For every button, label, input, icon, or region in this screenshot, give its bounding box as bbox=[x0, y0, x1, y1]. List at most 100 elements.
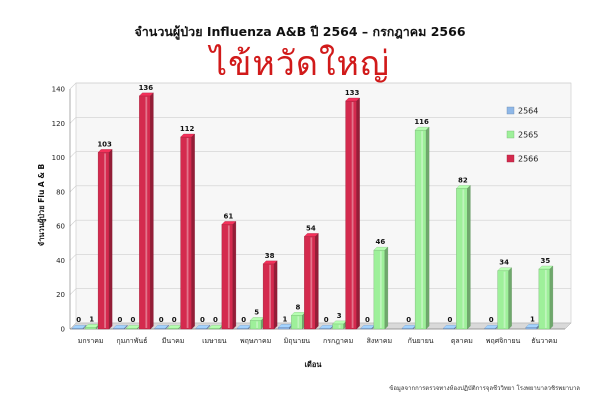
chart-subtitle: ไข้หวัดใหญ่ bbox=[210, 44, 390, 84]
bar-side bbox=[82, 324, 87, 330]
bar-side bbox=[191, 133, 195, 330]
bar-front bbox=[414, 129, 427, 330]
data-label-2564-8: 0 bbox=[365, 316, 370, 324]
bar-front bbox=[332, 323, 344, 330]
bar-2565-7 bbox=[332, 320, 347, 330]
chart-title: จำนวนผู้ป่วย Influenza A&B ปี 2564 – กรก… bbox=[134, 24, 466, 39]
bar-highlight bbox=[297, 316, 300, 328]
bar-side bbox=[356, 97, 360, 330]
bar-front bbox=[497, 270, 509, 330]
y-tick-label: 100 bbox=[52, 154, 65, 162]
bar-front bbox=[97, 152, 110, 330]
bar-highlight bbox=[379, 251, 382, 328]
bar-front bbox=[373, 249, 386, 330]
bar-2564-4 bbox=[195, 324, 211, 330]
x-tick-label: ธันวาคม bbox=[531, 337, 557, 345]
bar-2565-12 bbox=[538, 265, 554, 330]
bar-side bbox=[124, 324, 128, 330]
legend-swatch-2565 bbox=[506, 130, 515, 139]
bar-2564-1 bbox=[71, 324, 87, 330]
x-axis-label: เดือน bbox=[304, 360, 322, 369]
legend-swatch-2566 bbox=[506, 154, 515, 163]
bar-highlight bbox=[104, 153, 106, 328]
bar-front bbox=[304, 236, 316, 330]
bar-highlight bbox=[186, 138, 189, 328]
bar-side bbox=[165, 324, 169, 330]
data-label-2565-4: 0 bbox=[213, 316, 218, 324]
bar-side bbox=[467, 185, 471, 330]
y-tick-label: 40 bbox=[56, 257, 65, 265]
bar-2564-2 bbox=[113, 324, 128, 330]
bar-front bbox=[180, 136, 192, 330]
bar-highlight bbox=[269, 264, 271, 328]
bar-2566-2 bbox=[139, 92, 154, 330]
x-tick-label: กันยายน bbox=[408, 337, 434, 345]
gridline-side bbox=[69, 219, 77, 227]
data-label-2564-2: 0 bbox=[117, 316, 122, 324]
legend-label-2564: 2564 bbox=[518, 107, 538, 116]
bar-highlight bbox=[462, 189, 465, 328]
bar-side bbox=[549, 265, 554, 330]
bar-side bbox=[150, 92, 154, 330]
data-label-2565-5: 5 bbox=[254, 308, 259, 316]
bar-front bbox=[249, 320, 262, 330]
bar-2566-4 bbox=[221, 221, 237, 330]
source-note: ข้อมูลจากการตรวจทางห้องปฏิบัติการจุลชีวว… bbox=[389, 385, 580, 392]
bar-side bbox=[206, 324, 211, 330]
data-label-2564-4: 0 bbox=[200, 316, 205, 324]
bar-front bbox=[221, 224, 234, 330]
bar-2565-6 bbox=[291, 311, 306, 330]
x-tick-label: มีนาคม bbox=[162, 337, 185, 345]
data-label-2564-12: 1 bbox=[530, 315, 535, 323]
gridline-side bbox=[69, 254, 77, 261]
y-tick-label: 0 bbox=[61, 326, 65, 334]
legend-label-2566: 2566 bbox=[518, 155, 538, 164]
data-label-2565-12: 35 bbox=[541, 257, 551, 265]
bar-highlight bbox=[256, 321, 258, 328]
y-tick-label: 60 bbox=[56, 223, 65, 231]
bar-side bbox=[508, 267, 512, 330]
data-label-2566-6: 54 bbox=[306, 224, 316, 232]
gridline-side bbox=[69, 82, 77, 90]
bar-2565-8 bbox=[373, 246, 389, 330]
bar-highlight bbox=[503, 271, 506, 328]
gridline-side bbox=[69, 185, 77, 193]
data-label-2565-9: 116 bbox=[414, 118, 429, 126]
data-label-2566-1: 103 bbox=[97, 140, 112, 148]
bar-2564-12 bbox=[525, 323, 541, 330]
data-label-2565-1: 1 bbox=[89, 315, 94, 323]
bar-highlight bbox=[227, 225, 230, 328]
bar-2564-3 bbox=[154, 324, 169, 330]
x-tick-label: มกราคม bbox=[78, 337, 104, 345]
bar-side bbox=[315, 233, 319, 330]
data-label-2565-2: 0 bbox=[130, 316, 135, 324]
data-label-2566-2: 136 bbox=[139, 84, 154, 92]
bar-side bbox=[425, 126, 430, 330]
x-tick-label: กุมภาพันธ์ bbox=[116, 337, 147, 345]
y-tick-label: 80 bbox=[56, 188, 65, 196]
y-tick-label: 140 bbox=[52, 86, 65, 94]
x-tick-label: เมษายน bbox=[202, 337, 227, 345]
bar-highlight bbox=[310, 237, 313, 328]
bar-2565-1 bbox=[84, 323, 100, 330]
bar-2565-9 bbox=[414, 126, 430, 330]
bar-front bbox=[345, 100, 357, 330]
bar-2565-5 bbox=[249, 317, 265, 330]
bar-front bbox=[262, 263, 275, 330]
bar-front bbox=[291, 315, 303, 330]
bar-front bbox=[139, 95, 151, 330]
bar-2566-3 bbox=[180, 133, 195, 330]
x-tick-label: ตุลาคม bbox=[451, 337, 473, 345]
bar-2566-5 bbox=[262, 260, 278, 330]
gridline-side bbox=[69, 117, 77, 124]
data-label-2565-3: 0 bbox=[172, 316, 177, 324]
data-label-2564-7: 0 bbox=[324, 316, 329, 324]
plot-background bbox=[75, 82, 572, 324]
bar-front bbox=[84, 327, 97, 330]
bar-highlight bbox=[351, 102, 354, 328]
data-label-2564-6: 1 bbox=[282, 315, 287, 323]
bar-highlight bbox=[338, 324, 341, 328]
data-label-2564-9: 0 bbox=[406, 316, 411, 324]
data-label-2564-10: 0 bbox=[447, 316, 452, 324]
bar-2566-1 bbox=[97, 149, 113, 330]
